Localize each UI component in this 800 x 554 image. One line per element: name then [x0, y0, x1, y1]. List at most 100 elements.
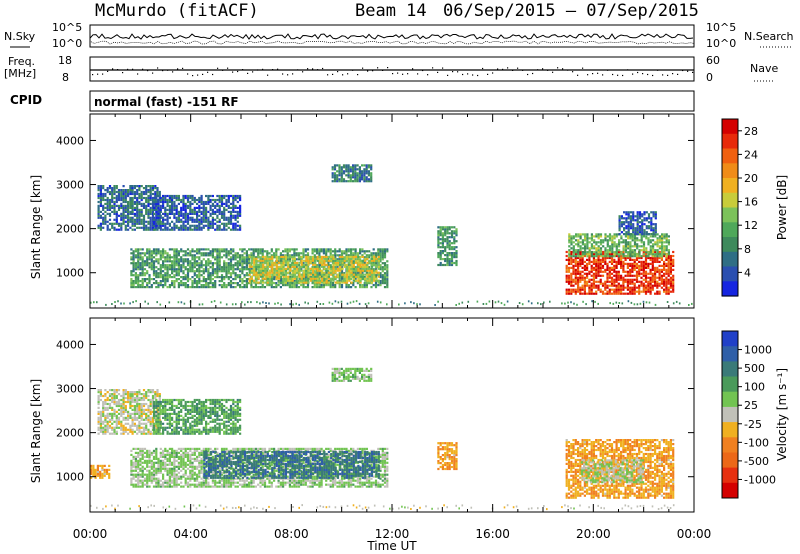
data-cell — [611, 239, 614, 242]
data-cell — [581, 247, 584, 250]
data-cell — [227, 252, 230, 255]
nave-dot — [457, 71, 459, 73]
data-cell — [450, 259, 454, 263]
data-cell — [615, 270, 618, 273]
speckle-cell — [349, 301, 352, 304]
data-cell — [223, 228, 226, 231]
data-cell — [250, 284, 253, 287]
data-cell — [455, 254, 458, 257]
data-cell — [592, 286, 595, 289]
data-cell — [186, 212, 190, 215]
data-cell — [595, 235, 598, 238]
data-cell — [168, 198, 171, 202]
data-cell — [234, 216, 237, 219]
data-cell — [264, 261, 267, 264]
data-cell — [613, 278, 616, 281]
data-cell — [355, 261, 358, 264]
data-cell — [293, 269, 296, 272]
data-cell — [608, 249, 612, 252]
nave-dot — [317, 69, 319, 71]
data-cell — [220, 266, 224, 269]
data-cell — [154, 220, 157, 223]
data-cell — [287, 265, 290, 268]
data-cell — [352, 263, 355, 266]
data-cell — [372, 262, 375, 265]
data-cell — [383, 264, 387, 267]
data-cell — [368, 277, 371, 280]
data-cell — [300, 269, 303, 272]
data-cell — [632, 211, 635, 214]
nave-dot — [212, 73, 214, 76]
data-cell — [166, 228, 169, 231]
data-cell — [444, 263, 447, 267]
data-cell — [245, 252, 248, 255]
data-cell — [136, 214, 139, 217]
data-cell — [145, 204, 148, 207]
data-cell — [232, 214, 235, 217]
data-cell — [173, 258, 176, 261]
data-cell — [590, 247, 593, 250]
data-cell — [288, 258, 291, 261]
data-cell — [150, 264, 153, 267]
data-cell — [644, 272, 648, 275]
data-cell — [640, 272, 643, 275]
data-cell — [599, 280, 602, 283]
data-cell — [592, 262, 595, 265]
data-cell — [191, 270, 194, 273]
data-cell — [227, 226, 230, 229]
data-cell — [184, 202, 187, 205]
data-cell — [334, 266, 337, 269]
data-cell — [168, 260, 171, 263]
speckle-cell — [503, 303, 506, 306]
data-cell — [374, 274, 378, 277]
data-cell — [191, 282, 194, 285]
data-cell — [264, 259, 267, 262]
data-cell — [620, 225, 623, 228]
speckle-cell — [316, 300, 319, 303]
data-cell — [629, 274, 632, 277]
date-range: 06/Sep/2015 – 07/Sep/2015 — [443, 1, 699, 21]
data-cell — [173, 196, 176, 200]
data-cell — [636, 221, 639, 224]
data-cell — [270, 284, 273, 287]
data-cell — [570, 272, 573, 275]
data-cell — [370, 259, 374, 262]
data-cell — [304, 278, 307, 281]
data-cell — [309, 255, 312, 258]
data-cell — [350, 286, 353, 289]
data-cell — [157, 198, 160, 202]
data-cell — [651, 278, 654, 281]
data-cell — [386, 278, 389, 281]
data-cell — [584, 235, 587, 238]
data-cell — [232, 282, 235, 285]
data-cell — [345, 250, 348, 253]
data-cell — [166, 252, 169, 255]
data-cell — [647, 284, 650, 287]
data-cell — [122, 200, 125, 204]
data-cell — [635, 270, 639, 273]
data-cell — [348, 275, 351, 278]
data-cell — [444, 248, 447, 251]
data-cell — [352, 180, 355, 183]
data-cell — [214, 212, 217, 215]
data-cell — [214, 248, 217, 251]
data-cell — [307, 261, 310, 264]
data-cell — [132, 268, 135, 271]
data-cell — [263, 286, 267, 289]
data-cell — [229, 268, 233, 271]
data-cell — [367, 174, 370, 177]
data-cell — [182, 208, 185, 211]
data-cell — [345, 286, 348, 289]
data-cell — [643, 231, 646, 234]
data-cell — [211, 274, 214, 277]
data-cell — [287, 279, 290, 282]
data-cell — [610, 260, 614, 263]
data-cell — [663, 237, 666, 240]
data-cell — [613, 280, 616, 283]
data-cell — [218, 260, 221, 263]
data-cell — [336, 180, 339, 183]
data-cell — [288, 248, 291, 251]
data-cell — [155, 210, 158, 213]
data-cell — [618, 245, 621, 248]
data-cell — [368, 279, 371, 282]
